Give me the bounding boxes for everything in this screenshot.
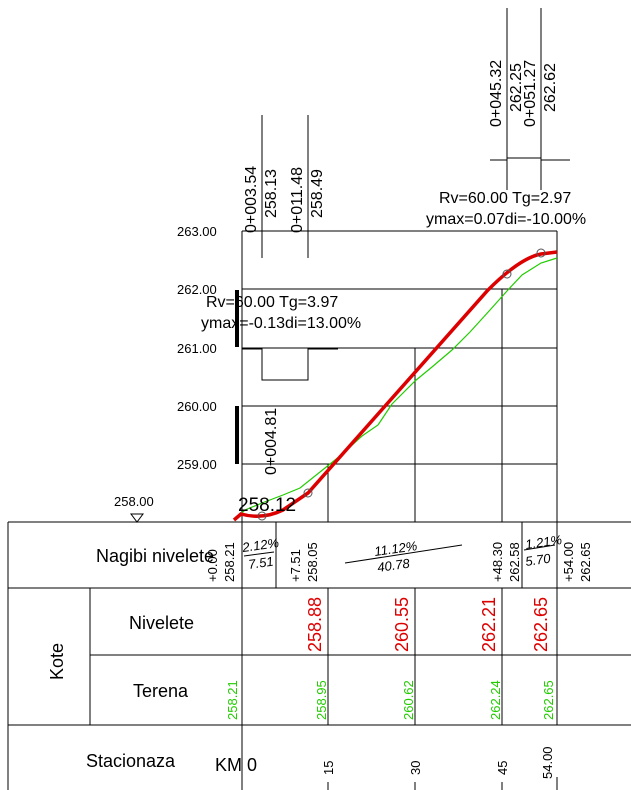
terena-value: 258.21 xyxy=(225,680,240,720)
datum-triangle-icon xyxy=(130,513,144,523)
data-table-frame xyxy=(7,521,631,790)
elev-label: 259.00 xyxy=(177,457,217,472)
point-label: 258.12 xyxy=(238,495,296,516)
kote-label: Kote xyxy=(47,643,67,680)
elev-label: 260.00 xyxy=(177,399,217,414)
nivelete-value: 262.65 xyxy=(531,597,551,652)
stacionaza-label: Stacionaza xyxy=(86,751,176,771)
terrain-line xyxy=(233,257,558,521)
nagibi-label: Nagibi nivelete xyxy=(96,546,214,566)
terena-value: 262.65 xyxy=(541,680,556,720)
nivelete-values: 258.88 260.55 262.21 262.65 xyxy=(305,597,551,652)
curve1-rv-tg: Rv=60.00 Tg=3.97 xyxy=(206,294,338,311)
curve1-elev-end: 258.49 xyxy=(309,169,326,218)
curve1-station-start: 0+003.54 xyxy=(243,166,260,233)
break-points: +0.00 258.21 +7.51 258.05 +48.30 262.58 … xyxy=(205,542,593,582)
curve2-rv-tg: Rv=60.00 Tg=2.97 xyxy=(439,190,571,207)
curve1-station-end: 0+011.48 xyxy=(289,167,306,233)
bp-station: +54.00 xyxy=(561,542,576,582)
station-labels: 15 30 45 54.00 xyxy=(321,746,555,779)
nivelete-value: 258.88 xyxy=(305,597,325,652)
bp-elev: 262.58 xyxy=(507,542,522,582)
elevation-axis-labels: 263.00 262.00 261.00 260.00 259.00 xyxy=(177,224,217,472)
bp-station: +7.51 xyxy=(288,549,303,582)
nivelete-value: 260.55 xyxy=(392,597,412,652)
datum-label: 258.00 xyxy=(114,494,154,509)
grade-pct: 2.12% xyxy=(240,535,280,555)
terena-value: 258.95 xyxy=(314,680,329,720)
profile-grid xyxy=(241,230,558,523)
nivelete-value: 262.21 xyxy=(479,597,499,652)
station-label: 54.00 xyxy=(540,746,555,779)
grade-len: 5.70 xyxy=(524,550,552,568)
grade-len: 7.51 xyxy=(247,554,274,572)
curve2-elev-end: 262.62 xyxy=(542,63,559,112)
curve1-elev-start: 258.13 xyxy=(263,169,280,218)
grade-line xyxy=(232,250,558,522)
terena-value: 260.62 xyxy=(401,680,416,720)
grade-pct: 1.21% xyxy=(524,532,563,552)
station-label: 45 xyxy=(495,761,510,775)
nivelete-label: Nivelete xyxy=(129,613,194,633)
curve2-ymax-di: ymax=0.07di=-10.00% xyxy=(426,211,586,228)
elev-label: 261.00 xyxy=(177,341,217,356)
curve2-station-end: 0+051.27 xyxy=(522,60,539,127)
bp-station: +48.30 xyxy=(490,542,505,582)
bp-station: +0.00 xyxy=(205,549,220,582)
terena-value: 262.24 xyxy=(488,680,503,720)
km-label: KM 0 xyxy=(215,755,257,775)
level-marker-bar xyxy=(235,406,239,464)
curve2-leaders xyxy=(490,8,570,190)
elev-label: 262.00 xyxy=(177,282,217,297)
grade-len: 40.78 xyxy=(376,555,411,574)
tangent-points xyxy=(257,248,546,521)
curve1-leaders xyxy=(242,115,338,381)
bp-elev: 262.65 xyxy=(578,542,593,582)
curve2-elev-start: 262.25 xyxy=(508,63,525,112)
level-marker-bar xyxy=(235,290,239,347)
curve1-ymax-di: ymax=-0.13di=13.00% xyxy=(201,315,361,332)
curve1-mid-station: 0+004.81 xyxy=(263,408,280,475)
elev-label: 263.00 xyxy=(177,224,217,239)
grade-pct: 11.12% xyxy=(373,538,418,559)
bp-elev: 258.05 xyxy=(305,542,320,582)
terena-label: Terena xyxy=(133,681,189,701)
station-label: 15 xyxy=(321,761,336,775)
grade-values: 2.12% 7.51 11.12% 40.78 1.21% 5.70 xyxy=(240,532,563,575)
station-label: 30 xyxy=(408,761,423,775)
terena-values: 258.21 258.95 260.62 262.24 262.65 xyxy=(225,680,556,720)
bp-elev: 258.21 xyxy=(222,542,237,582)
curve2-station-start: 0+045.32 xyxy=(488,60,505,127)
